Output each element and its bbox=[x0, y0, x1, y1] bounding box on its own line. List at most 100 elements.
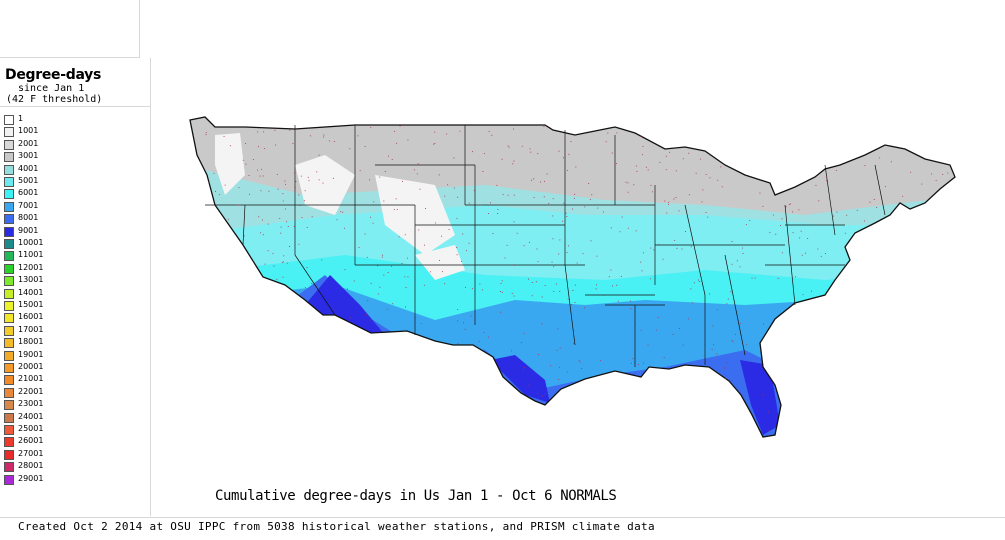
weather-station-dot bbox=[571, 304, 573, 305]
legend-swatch bbox=[4, 325, 14, 336]
weather-station-dot bbox=[772, 214, 774, 216]
legend-item: 9001 bbox=[4, 225, 144, 239]
weather-station-dot bbox=[283, 255, 285, 257]
weather-station-dot bbox=[826, 176, 828, 178]
legend-label: 1 bbox=[18, 114, 24, 123]
weather-station-dot bbox=[641, 154, 643, 156]
weather-station-dot bbox=[289, 246, 290, 247]
weather-station-dot bbox=[321, 259, 323, 261]
weather-station-dot bbox=[318, 154, 320, 156]
weather-station-dot bbox=[294, 172, 295, 174]
weather-station-dot bbox=[386, 308, 388, 310]
weather-station-dot bbox=[536, 248, 538, 250]
legend-swatch bbox=[4, 164, 14, 175]
weather-station-dot bbox=[663, 357, 665, 358]
weather-station-dot bbox=[259, 175, 261, 177]
weather-station-dot bbox=[264, 263, 266, 265]
weather-station-dot bbox=[617, 300, 619, 302]
weather-station-dot bbox=[590, 240, 592, 242]
weather-station-dot bbox=[215, 190, 216, 192]
weather-station-dot bbox=[751, 277, 753, 279]
legend-label: 13001 bbox=[18, 275, 44, 285]
legend-swatch bbox=[4, 425, 14, 435]
weather-station-dot bbox=[282, 276, 284, 278]
weather-station-dot bbox=[358, 247, 360, 248]
weather-station-dot bbox=[332, 177, 334, 179]
weather-station-dot bbox=[359, 170, 361, 172]
weather-station-dot bbox=[537, 261, 539, 263]
weather-station-dot bbox=[477, 204, 479, 206]
weather-station-dot bbox=[242, 159, 244, 161]
legend-swatch bbox=[4, 338, 14, 349]
weather-station-dot bbox=[419, 188, 421, 190]
weather-station-dot bbox=[435, 222, 436, 224]
weather-station-dot bbox=[687, 318, 689, 320]
weather-station-dot bbox=[453, 187, 455, 189]
weather-station-dot bbox=[372, 222, 374, 224]
weather-station-dot bbox=[665, 155, 667, 157]
weather-station-dot bbox=[370, 282, 372, 284]
weather-station-dot bbox=[205, 132, 207, 134]
weather-station-dot bbox=[523, 366, 525, 368]
weather-station-dot bbox=[551, 261, 553, 263]
weather-station-dot bbox=[742, 247, 743, 249]
weather-station-dot bbox=[541, 323, 543, 325]
weather-station-dot bbox=[669, 151, 671, 153]
weather-station-dot bbox=[910, 171, 912, 173]
weather-station-dot bbox=[249, 193, 250, 195]
weather-station-dot bbox=[282, 261, 284, 263]
weather-station-dot bbox=[640, 329, 642, 331]
weather-station-dot bbox=[434, 143, 436, 144]
weather-station-dot bbox=[701, 201, 703, 203]
weather-station-dot bbox=[298, 194, 300, 196]
weather-station-dot bbox=[263, 148, 265, 149]
weather-station-dot bbox=[441, 235, 442, 237]
weather-station-dot bbox=[301, 217, 303, 218]
weather-station-dot bbox=[448, 229, 450, 230]
weather-station-dot bbox=[349, 317, 351, 319]
weather-station-dot bbox=[947, 172, 949, 174]
weather-station-dot bbox=[457, 320, 459, 322]
weather-station-dot bbox=[752, 413, 754, 415]
weather-station-dot bbox=[559, 347, 561, 349]
legend-item: 1001 bbox=[4, 126, 144, 139]
weather-station-dot bbox=[483, 332, 485, 333]
weather-station-dot bbox=[513, 295, 515, 297]
weather-station-dot bbox=[384, 171, 386, 172]
weather-station-dot bbox=[775, 233, 777, 235]
weather-station-dot bbox=[479, 283, 481, 285]
weather-station-dot bbox=[257, 169, 258, 171]
weather-station-dot bbox=[643, 252, 644, 254]
weather-station-dot bbox=[731, 340, 733, 341]
weather-station-dot bbox=[739, 266, 741, 268]
weather-station-dot bbox=[333, 141, 335, 142]
weather-station-dot bbox=[439, 259, 440, 261]
legend-subtitle-since: since Jan 1 bbox=[18, 83, 85, 94]
weather-station-dot bbox=[864, 165, 866, 166]
weather-station-dot bbox=[457, 309, 459, 310]
weather-station-dot bbox=[732, 341, 734, 343]
weather-station-dot bbox=[252, 159, 254, 160]
legend-item: 1 bbox=[4, 114, 144, 127]
weather-station-dot bbox=[418, 229, 420, 231]
weather-station-dot bbox=[420, 323, 422, 324]
weather-station-dot bbox=[555, 264, 557, 266]
weather-station-dot bbox=[781, 218, 783, 220]
weather-station-dot bbox=[502, 194, 504, 196]
weather-station-dot bbox=[579, 361, 581, 363]
weather-station-dot bbox=[650, 247, 652, 249]
weather-station-dot bbox=[635, 324, 636, 325]
weather-station-dot bbox=[581, 368, 583, 369]
weather-station-dot bbox=[657, 317, 659, 318]
weather-station-dot bbox=[620, 276, 622, 277]
weather-station-dot bbox=[666, 212, 668, 214]
weather-station-dot bbox=[584, 206, 586, 208]
weather-station-dot bbox=[329, 313, 330, 315]
weather-station-dot bbox=[695, 172, 697, 174]
legend-item: 18001 bbox=[4, 337, 144, 350]
weather-station-dot bbox=[457, 196, 459, 198]
weather-station-dot bbox=[716, 353, 718, 355]
legend-label: 9001 bbox=[18, 225, 39, 235]
weather-station-dot bbox=[566, 371, 568, 373]
weather-station-dot bbox=[792, 232, 794, 234]
